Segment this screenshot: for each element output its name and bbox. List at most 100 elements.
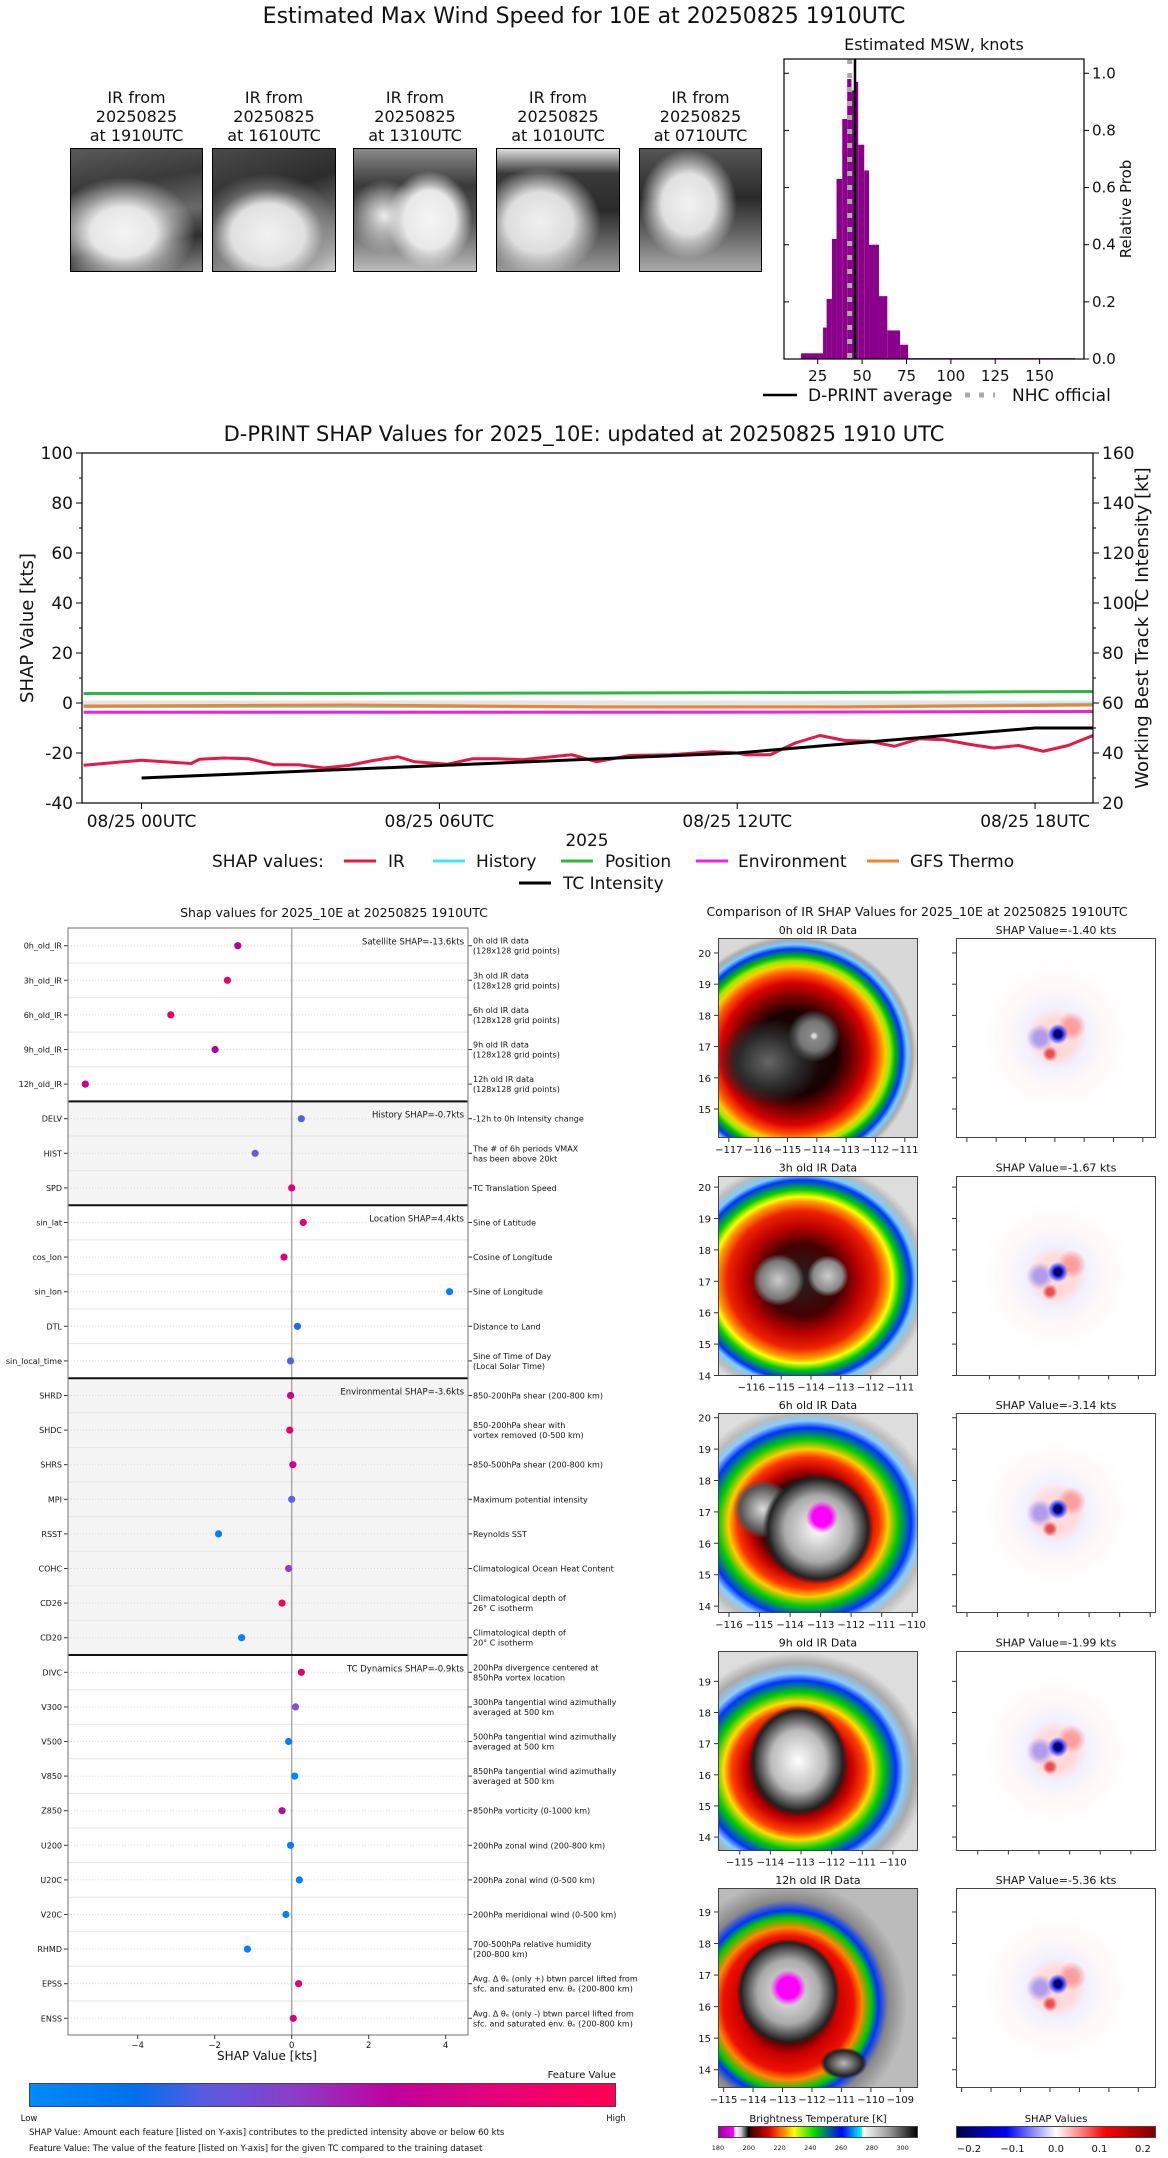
lon-tick-label: −115 (710, 2095, 737, 2106)
y-right-tick-label: 140 (1102, 494, 1134, 514)
ir-brightness-image (718, 938, 918, 1138)
feature-label: EPSS (42, 1980, 62, 1989)
x-tick-label: 4 (443, 2041, 448, 2051)
lat-tick-label: 14 (698, 1372, 711, 1383)
dotplot-xlabel: SHAP Value [kts] (217, 2049, 317, 2063)
feature-label: SHRD (39, 1392, 62, 1401)
ir-panel-title: 6h old IR Data (779, 1399, 857, 1412)
x-tick-label: 08/25 12UTC (682, 812, 792, 832)
shap-panel-title: SHAP Value=-3.14 kts (996, 1399, 1117, 1412)
footnote-feature: Feature Value: The value of the feature … (29, 2144, 483, 2154)
thumbnail-title-line: at 1310UTC (368, 126, 462, 145)
legend-label: Position (605, 852, 671, 872)
legend-nhc-label: NHC official (1012, 386, 1111, 406)
feature-dot (289, 2014, 297, 2022)
bt-tick-label: 260 (835, 2144, 847, 2152)
feature-description: 850-200hPa shear with (473, 1421, 565, 1430)
feature-description: 700-500hPa relative humidity (473, 1940, 592, 1949)
ir-brightness-image (718, 1650, 918, 1851)
feature-label: V500 (41, 1738, 62, 1747)
feature-label: DIVC (42, 1668, 62, 1677)
feature-label: V300 (41, 1703, 62, 1712)
feature-description: Maximum potential intensity (473, 1495, 588, 1504)
histogram-bar (826, 299, 832, 359)
x-tick-label: 08/25 18UTC (980, 812, 1090, 832)
feature-description: 200hPa zonal wind (0-500 km) (473, 1876, 595, 1885)
y-tick-label: 80 (51, 494, 73, 514)
feature-description: 200hPa zonal wind (200-800 km) (473, 1841, 605, 1850)
shap-tick-label: 0.2 (1135, 2144, 1151, 2155)
series-line-tc-intensity (141, 726, 1093, 780)
feature-label: SHDC (39, 1426, 62, 1435)
shap-panel-title: SHAP Value=-1.67 kts (996, 1162, 1117, 1175)
x-tick-label: 100 (937, 367, 966, 385)
feature-dot (285, 1737, 293, 1746)
lat-tick-label: 17 (698, 1740, 711, 1751)
y-right-tick-label: 80 (1102, 644, 1124, 664)
lat-tick-label: 20 (698, 1183, 711, 1194)
feature-label: V20C (41, 1911, 63, 1920)
x-tick-label: 08/25 00UTC (87, 812, 197, 832)
shap-map-image (956, 938, 1156, 1138)
bt-tick-label: 300 (896, 2144, 908, 2152)
feature-description: 20° C isotherm (473, 1639, 533, 1648)
ir-brightness-image (718, 1888, 918, 2088)
lat-tick-label: 17 (698, 1043, 711, 1054)
ir-brightness-image (718, 1413, 918, 1613)
legend-label: History (476, 852, 536, 872)
y-tick-label: 60 (51, 544, 73, 564)
shap-map-image (956, 1175, 1156, 1376)
colorbar-high-label: High (606, 2114, 626, 2124)
lat-tick-label: 16 (698, 2003, 711, 2014)
shap-map-image (956, 1888, 1156, 2088)
lon-tick-label: −113 (807, 1620, 834, 1631)
feature-description: averaged at 500 km (473, 1708, 554, 1717)
feature-description: vortex removed (0-500 km) (473, 1431, 584, 1440)
histogram-bar (858, 144, 865, 359)
feature-dot (295, 1980, 303, 1988)
feature-label: V850 (41, 1772, 62, 1781)
thumbnail-title-line: at 1910UTC (89, 126, 184, 145)
series-line-position (83, 690, 1094, 695)
y-right-tick-label: 20 (1102, 794, 1124, 814)
lon-tick-label: −114 (757, 1858, 784, 1869)
feature-dot (214, 1530, 223, 1538)
histogram-bar (831, 239, 837, 359)
y-tick-label: 0.0 (1092, 350, 1116, 368)
feature-dot (243, 1945, 252, 1953)
shap-map-image (956, 1413, 1156, 1613)
thumbnail-title-line: IR from (385, 88, 445, 107)
ir-thumbnail-image (496, 148, 620, 272)
feature-description: 200hPa divergence centered at (473, 1663, 598, 1672)
histogram-bar (842, 119, 848, 359)
lon-tick-label: −112 (798, 2095, 825, 2106)
histogram-bar (851, 90, 856, 359)
y-tick-label: 20 (51, 644, 73, 664)
feature-label: CD20 (40, 1634, 62, 1643)
feature-description: sfc. and saturated env. θₑ (200-800 km) (473, 1985, 633, 1994)
feature-value-colorbar (29, 2083, 616, 2107)
feature-label: sin_lon (34, 1288, 62, 1297)
y-tick-label: 0.8 (1092, 121, 1116, 139)
lat-tick-label: 17 (698, 1971, 711, 1982)
shap-timeseries-chart: -40 -20 0 20 40 60 80 100 20 40 60 80 100 120 140 160 08… (17, 422, 1153, 894)
histogram-frame (783, 58, 1085, 360)
y-right-tick-label: 160 (1102, 444, 1134, 464)
feature-dot (291, 1703, 300, 1711)
histogram-bar (878, 296, 888, 359)
feature-description: averaged at 500 km (473, 1743, 554, 1752)
ir-thumbnail-image (353, 148, 477, 272)
lat-tick-label: 15 (698, 1340, 711, 1351)
lat-tick-label: 17 (698, 1277, 711, 1288)
group-shap-label: Satellite SHAP=-13.6kts (362, 938, 465, 948)
shap-map-image (956, 1650, 1156, 1851)
lon-tick-label: −110 (879, 1858, 906, 1869)
lat-tick-label: 18 (698, 1246, 711, 1257)
lat-tick-label: 14 (698, 1602, 711, 1613)
feature-label: Z850 (41, 1807, 62, 1816)
x-tick-label: 50 (853, 367, 872, 385)
histogram-bar (847, 79, 852, 359)
feature-dot (291, 1772, 299, 1780)
feature-description: has been above 20kt (473, 1154, 557, 1163)
lon-tick-label: −110 (898, 1620, 925, 1631)
